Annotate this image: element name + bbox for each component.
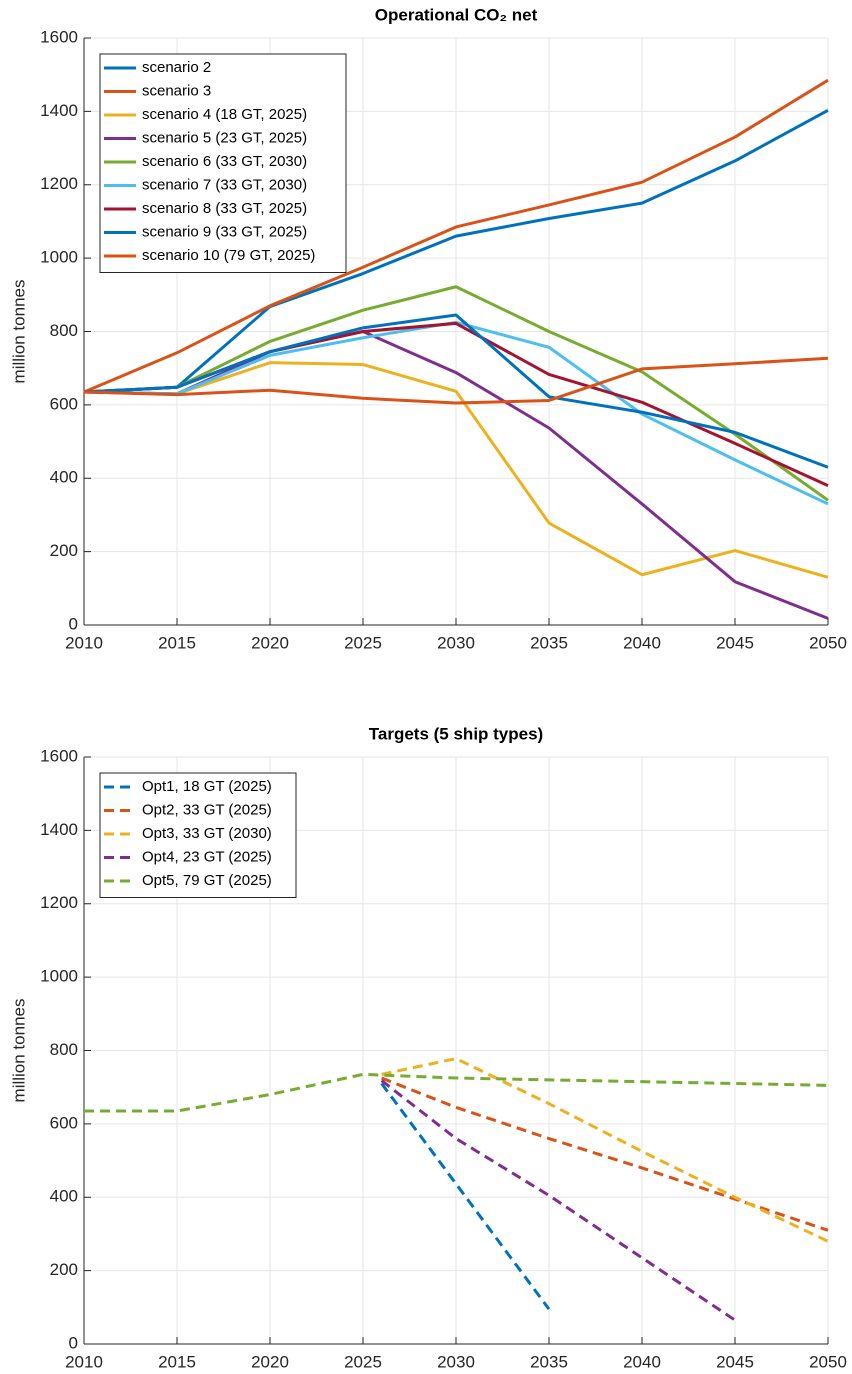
y-tick-label: 1400 <box>40 820 78 839</box>
plot-area: Targets (5 ship types) million tonnes 0 200… <box>9 724 846 1371</box>
series-line <box>381 1057 829 1243</box>
series-line <box>380 1082 551 1311</box>
y-tick-label: 600 <box>50 394 78 413</box>
x-tick-label: 2045 <box>716 633 754 652</box>
x-tick-label: 2015 <box>158 633 196 652</box>
legend-label: Opt4, 23 GT (2025) <box>142 848 272 865</box>
series-line <box>380 1079 736 1322</box>
y-tick-label: 800 <box>50 321 78 340</box>
legend-label: Opt3, 33 GT (2030) <box>142 825 272 842</box>
y-tick-label: 200 <box>50 541 78 560</box>
x-tick-label: 2015 <box>158 1352 196 1371</box>
x-tick-label: 2040 <box>623 1352 661 1371</box>
legend: Opt1, 18 GT (2025) Opt2, 33 GT (2025) Opt3… <box>99 772 297 898</box>
x-tick-label: 2030 <box>437 1352 475 1371</box>
y-tick-label: 1200 <box>40 893 78 912</box>
series-line <box>83 285 829 502</box>
x-tick-label: 2025 <box>344 633 382 652</box>
y-tick-label: 400 <box>50 468 78 487</box>
y-tick-label: 1200 <box>40 174 78 193</box>
legend-label: scenario 2 <box>142 59 211 76</box>
x-tick-label: 2040 <box>623 633 661 652</box>
legend-label: scenario 8 (33 GT, 2025) <box>142 200 307 217</box>
chart-title: Operational CO₂ net <box>375 5 538 24</box>
y-tick-label: 0 <box>69 614 78 633</box>
legend-label: Opt1, 18 GT (2025) <box>142 778 272 795</box>
y-tick-label: 1600 <box>40 746 78 765</box>
series-line <box>84 1072 829 1113</box>
x-tick-label: 2050 <box>809 1352 847 1371</box>
y-tick-label: 0 <box>69 1333 78 1352</box>
legend-box <box>99 53 347 273</box>
series-line <box>83 356 829 405</box>
x-tick-label: 2050 <box>809 633 847 652</box>
x-tick-label: 2030 <box>437 633 475 652</box>
y-tick-label: 400 <box>50 1187 78 1206</box>
x-tick-label: 2025 <box>344 1352 382 1371</box>
series-line <box>381 1076 829 1232</box>
y-tick-label: 600 <box>50 1113 78 1132</box>
legend-label: scenario 7 (33 GT, 2030) <box>142 176 307 193</box>
y-tick-label: 800 <box>50 1040 78 1059</box>
legend: scenario 2 scenario 3 scenario 4 (18 GT, 2… <box>99 53 347 273</box>
y-tick-label: 1600 <box>40 27 78 46</box>
legend-label: scenario 5 (23 GT, 2025) <box>142 129 307 146</box>
x-tick-label: 2035 <box>530 633 568 652</box>
y-tick-label: 1400 <box>40 101 78 120</box>
y-axis-label: million tonnes <box>9 999 28 1103</box>
y-tick-label: 1000 <box>40 248 78 267</box>
series-line <box>83 78 829 394</box>
x-tick-label: 2045 <box>716 1352 754 1371</box>
y-tick-label: 200 <box>50 1260 78 1279</box>
legend-label: Opt2, 33 GT (2025) <box>142 801 272 818</box>
x-tick-label: 2035 <box>530 1352 568 1371</box>
legend-label: scenario 3 <box>142 82 211 99</box>
x-tick-label: 2010 <box>65 633 103 652</box>
x-tick-label: 2010 <box>65 1352 103 1371</box>
series-line <box>83 108 829 394</box>
series-line <box>83 361 829 579</box>
series-line <box>83 313 829 469</box>
legend-label: scenario 6 (33 GT, 2030) <box>142 153 307 170</box>
legend-label: scenario 10 (79 GT, 2025) <box>142 247 315 264</box>
y-axis-label: million tonnes <box>9 280 28 384</box>
plot-area: Operational CO₂ net million tonnes 0 200 400… <box>9 5 846 652</box>
x-tick-label: 2020 <box>251 633 289 652</box>
chart-title: Targets (5 ship types) <box>369 724 543 743</box>
x-tick-label: 2020 <box>251 1352 289 1371</box>
legend-label: scenario 4 (18 GT, 2025) <box>142 106 307 123</box>
y-tick-label: 1000 <box>40 967 78 986</box>
legend-label: Opt5, 79 GT (2025) <box>142 872 272 889</box>
legend-box <box>99 772 297 898</box>
legend-label: scenario 9 (33 GT, 2025) <box>142 223 307 240</box>
